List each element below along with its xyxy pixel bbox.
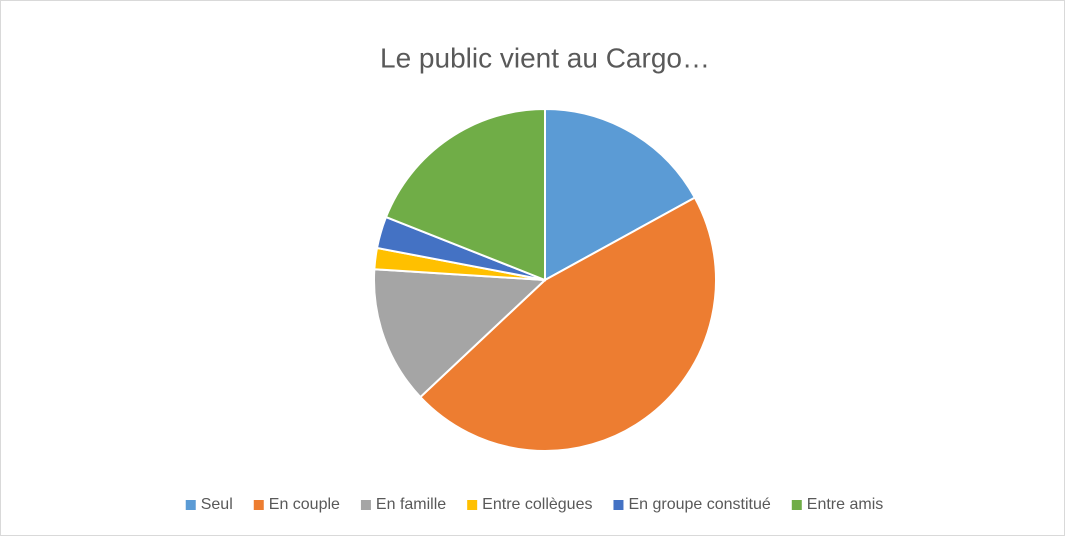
legend-swatch xyxy=(253,500,264,510)
chart-title: Le public vient au Cargo… xyxy=(380,42,710,73)
legend-label: En couple xyxy=(269,496,340,513)
legend-swatch xyxy=(791,500,802,510)
legend-label: En famille xyxy=(376,496,446,513)
legend-label: Entre collègues xyxy=(482,496,592,513)
pie-slice xyxy=(384,107,546,282)
legend-swatch xyxy=(360,500,371,510)
legend-swatch xyxy=(467,500,478,510)
pie-slice xyxy=(418,196,717,453)
legend-swatch xyxy=(613,500,624,510)
legend-label: Seul xyxy=(201,496,233,513)
legend-swatch xyxy=(185,500,196,510)
pie-slice xyxy=(544,107,697,282)
pie-slice xyxy=(373,268,548,399)
legend-label: Entre amis xyxy=(807,496,883,513)
legend-label: En groupe constitué xyxy=(628,496,770,513)
